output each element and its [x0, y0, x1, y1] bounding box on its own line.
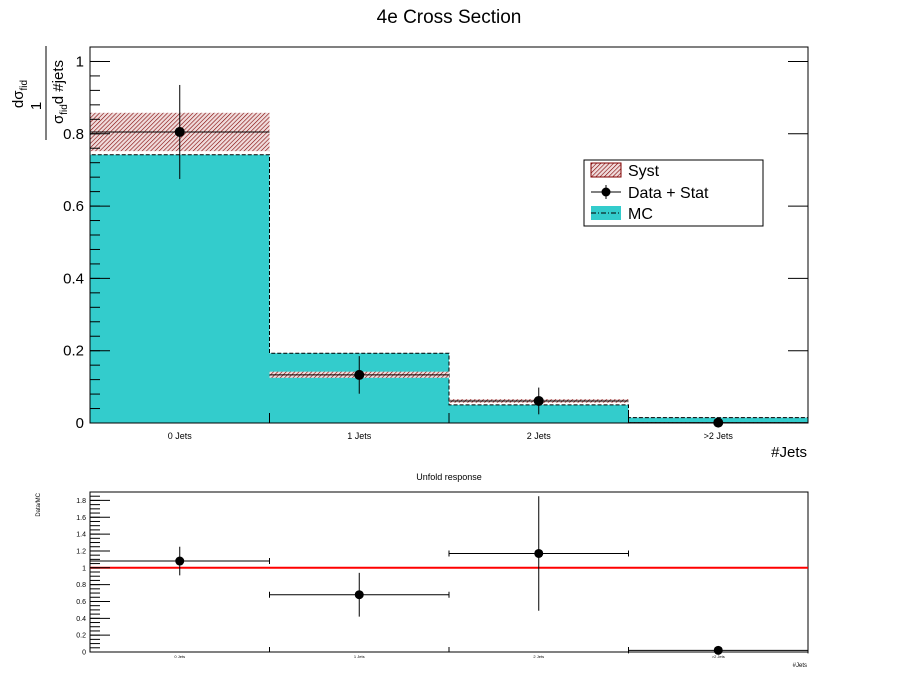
ratio-title: Unfold response [416, 472, 482, 482]
legend-data-label: Data + Stat [628, 185, 709, 202]
ytick-label: 0.6 [63, 198, 84, 215]
ratio-point [175, 556, 185, 566]
ratio-ytick-label: 0.6 [76, 599, 86, 606]
ratio-point [534, 548, 544, 558]
main-yaxis-ticks: 0 0.2 0.4 0.6 0.8 1 [63, 53, 808, 432]
xtick-label: 2 Jets [527, 431, 552, 441]
ylabel-one: 1 [28, 102, 45, 110]
ratio-ytick-label: 1.6 [76, 515, 86, 522]
data-point [533, 395, 544, 406]
ytick-label: 0.4 [63, 270, 84, 287]
ytick-label: 0 [76, 415, 84, 432]
ratio-point [354, 590, 364, 600]
ratio-frame [89, 491, 809, 653]
main-xaxis-ticks: 0 Jets 1 Jets 2 Jets >2 Jets [168, 413, 734, 441]
ytick-label: 1 [76, 53, 84, 70]
ratio-ytick-label: 1.8 [76, 498, 86, 505]
legend-syst-label: Syst [628, 163, 660, 180]
ratio-point [713, 645, 723, 655]
ylabel-denom: σfidd #jets [50, 60, 70, 124]
mc-outline [89, 154, 809, 423]
ratio-ytick-label: 0 [82, 650, 86, 657]
xtick-label: >2 Jets [704, 431, 734, 441]
ratio-data-layer [89, 496, 809, 655]
ratio-plot: Unfold response Data/MC 0 0.2 0.4 0.6 0.8 1 1.… [36, 472, 809, 669]
ratio-ytick-label: 1.2 [76, 548, 86, 555]
mc-bar [90, 154, 270, 423]
main-data-layer [90, 84, 808, 428]
data-point [354, 369, 365, 380]
xtick-label: 1 Jets [347, 431, 372, 441]
ratio-ylabel: Data/MC [36, 492, 42, 516]
ratio-xaxis-label: #Jets [793, 663, 807, 669]
ratio-ytick-label: 0.2 [76, 633, 86, 640]
ytick-label: 0.8 [63, 126, 84, 143]
legend: Syst Data + Stat MC [583, 159, 764, 227]
ratio-yaxis-ticks: 0 0.2 0.4 0.6 0.8 1 1.2 1.4 1.6 1.8 [76, 495, 110, 657]
ratio-ytick-label: 1 [82, 565, 86, 572]
legend-data-marker [601, 187, 611, 197]
ratio-xaxis-ticks: 0 Jets 1 Jets 2 Jets >2 Jets [174, 647, 725, 659]
main-yaxis-label: 1 dσfid σfidd #jets [10, 46, 70, 140]
data-point [174, 126, 185, 137]
xtick-label: 0 Jets [168, 431, 193, 441]
ratio-xtick-label: 0 Jets [174, 654, 185, 659]
ylabel-numer: dσfid [10, 80, 30, 108]
ratio-ytick-label: 0.8 [76, 582, 86, 589]
ytick-label: 0.2 [63, 343, 84, 360]
ratio-xtick-label: 1 Jets [354, 654, 365, 659]
legend-mc-label: MC [628, 206, 653, 223]
legend-syst-swatch [590, 162, 622, 178]
ratio-ytick-label: 1.4 [76, 532, 86, 539]
ratio-xtick-label: >2 Jets [712, 654, 725, 659]
ratio-xtick-label: 2 Jets [533, 654, 544, 659]
main-xaxis-label: #Jets [771, 444, 807, 461]
main-plot: 4e Cross Section 0 0.2 0.4 0.6 0.8 1 0 Jets 1 … [10, 7, 809, 461]
ratio-ytick-label: 0.4 [76, 616, 86, 623]
main-title: 4e Cross Section [377, 7, 522, 28]
